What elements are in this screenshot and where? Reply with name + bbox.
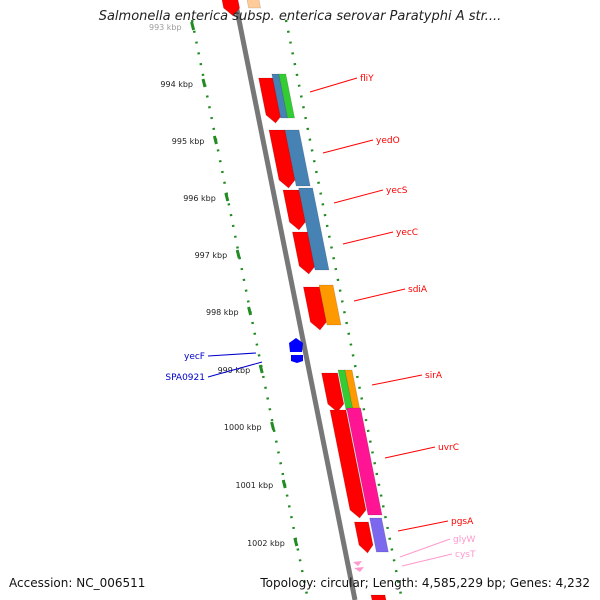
cds-arrow: [353, 521, 374, 554]
ruler-tick: [258, 364, 264, 374]
ruler-tick-label: 999 kbp: [218, 366, 251, 375]
blast-hit-blue: [298, 187, 330, 271]
trna-glyW: [353, 561, 362, 566]
ruler-tick: [224, 192, 230, 202]
blast-hit-orange: [318, 284, 342, 326]
gene-label-glyW: glyW: [453, 535, 476, 545]
ruler-ticks: 993 kbp 994 kbp 995 kbp 996 kbp 997 kbp 998 k…: [149, 21, 299, 548]
ruler-tick: [235, 249, 241, 259]
ruler-tick-label: 993 kbp: [149, 23, 182, 32]
ruler-tick-label: 998 kbp: [206, 308, 239, 317]
cds-arrow: [329, 409, 367, 519]
leader-line-glyW: [399, 538, 451, 558]
ruler-tick: [212, 135, 218, 145]
blast-hit-magenta: [346, 407, 383, 516]
gene-label-yedO: yedO: [376, 136, 400, 146]
ruler-tick: [201, 78, 207, 88]
ruler-tick-label: 995 kbp: [172, 137, 205, 146]
ruler-dotted-line-right: [284, 19, 404, 600]
ruler-tick-label: 1001 kbp: [235, 481, 273, 490]
gene-labels: fliY yedO yecS yecC sdiA sirA uvrC pgsA glyW cysT…: [165, 74, 476, 560]
trna-cysT: [354, 567, 364, 572]
blast-hit-green: [278, 73, 296, 119]
leader-line-yedO: [322, 139, 374, 154]
ruler-tick-label: 1002 kbp: [247, 539, 285, 548]
backbone-line: [232, 0, 358, 600]
gene-label-yecC: yecC: [396, 228, 418, 238]
blast-hit-blue: [284, 129, 311, 187]
leader-line-yecF: [207, 352, 257, 357]
leader-line-uvrC: [384, 446, 436, 459]
leader-line-yecC: [342, 231, 394, 245]
feature-tracks: [221, 0, 389, 600]
ruler-tick: [247, 306, 253, 316]
cds-arrow: [291, 231, 316, 275]
cds-arrow: [321, 372, 345, 413]
ruler-tick-label: 997 kbp: [195, 251, 228, 260]
leader-line-sirA: [371, 374, 423, 386]
ruler-tick-label: 994 kbp: [160, 80, 193, 89]
ruler-tick-label: 1000 kbp: [224, 423, 262, 432]
gene-label-sirA: sirA: [425, 371, 443, 381]
gene-label-yecF: yecF: [184, 352, 205, 362]
ruler-tick: [293, 537, 299, 547]
blast-hit-purple: [369, 517, 389, 553]
blast-hit-peach: [246, 0, 262, 9]
leader-line-fliY: [309, 77, 358, 93]
ruler-tick: [190, 21, 196, 31]
leader-line-pgsA: [397, 520, 449, 532]
leader-line-SPA0921: [207, 361, 263, 378]
gene-label-uvrC: uvrC: [438, 443, 459, 453]
accession-text: Accession: NC_006511: [9, 576, 146, 590]
gene-label-sdiA: sdiA: [408, 285, 428, 295]
leader-line-cysT: [401, 553, 453, 567]
leader-line-yecS: [333, 189, 384, 204]
reverse-cds-yecF: [289, 338, 303, 352]
gene-label-yecS: yecS: [386, 186, 408, 196]
gene-label-pgsA: pgsA: [451, 517, 474, 527]
cds-arrow: [268, 129, 296, 189]
gene-label-SPA0921: SPA0921: [165, 373, 205, 383]
gene-label-fliY: fliY: [360, 74, 374, 84]
label-leader-lines: [207, 77, 453, 567]
ruler-tick: [270, 421, 276, 431]
backbone-line: [232, 0, 358, 600]
map-title: Salmonella enterica subsp. enterica sero…: [98, 9, 502, 24]
cds-arrow: [370, 594, 387, 600]
cds-arrow: [302, 286, 327, 331]
ruler-tick: [281, 479, 287, 489]
ruler-tick-label: 996 kbp: [183, 194, 216, 203]
gene-label-cysT: cysT: [455, 550, 476, 560]
cds-arrow: [282, 189, 306, 231]
genome-stats-text: Topology: circular; Length: 4,585,229 bp…: [260, 576, 590, 590]
cds-arrow: [221, 0, 241, 17]
leader-line-sdiA: [353, 288, 406, 302]
reverse-cds-SPA0921: [291, 355, 303, 363]
